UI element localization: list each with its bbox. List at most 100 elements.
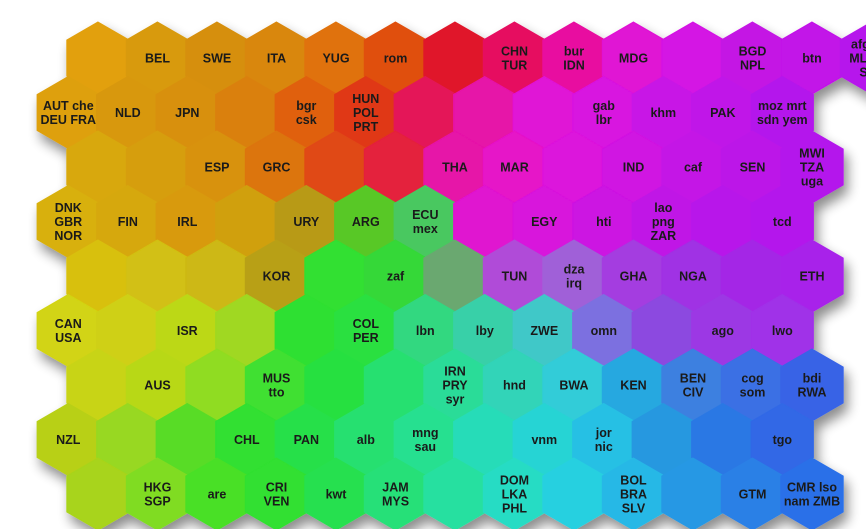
country-label: NGA xyxy=(679,270,707,284)
country-label: ETH xyxy=(800,270,825,284)
country-label: AUT che xyxy=(43,99,94,113)
country-label: ITA xyxy=(267,52,286,66)
country-label: sau xyxy=(415,440,437,454)
country-label: TUR xyxy=(502,59,528,73)
country-label: nic xyxy=(595,440,613,454)
country-label: PRT xyxy=(353,120,378,134)
country-label: MDG xyxy=(619,52,648,66)
country-label: ARG xyxy=(352,215,380,229)
country-label: afg gin xyxy=(851,38,866,52)
country-label: NLD xyxy=(115,106,141,120)
country-label: bdi xyxy=(803,372,822,386)
country-label: BGD xyxy=(739,45,767,59)
country-label: CHL xyxy=(234,433,260,447)
country-label: lao xyxy=(654,201,672,215)
country-label: hnd xyxy=(503,379,526,393)
hex-grid xyxy=(36,21,866,529)
country-label: NPL xyxy=(740,59,765,73)
country-label: TUN xyxy=(502,270,528,284)
country-label: mex xyxy=(413,222,438,236)
country-label: nam ZMB xyxy=(784,495,840,509)
country-label: jor xyxy=(595,426,612,440)
country-label: tgo xyxy=(773,433,793,447)
country-label: ago xyxy=(712,324,735,338)
country-label: btn xyxy=(802,52,821,66)
country-label: hti xyxy=(596,215,611,229)
country-label: som xyxy=(740,386,766,400)
country-label: bur xyxy=(564,45,584,59)
country-label: dza xyxy=(564,263,586,277)
country-label: ISR xyxy=(177,324,198,338)
country-label: CIV xyxy=(683,386,705,400)
country-label: PER xyxy=(353,331,379,345)
country-label: lbr xyxy=(596,113,612,127)
country-label: mng xyxy=(412,426,438,440)
country-label: JPN xyxy=(175,106,199,120)
country-label: GHA xyxy=(620,270,648,284)
hex-cell xyxy=(839,24,866,92)
country-label: ZAR xyxy=(650,229,676,243)
country-label: PAN xyxy=(294,433,319,447)
country-label: moz mrt xyxy=(758,99,807,113)
hex-cell xyxy=(780,457,844,529)
country-label: lwo xyxy=(772,324,793,338)
country-label: NZL xyxy=(56,433,81,447)
country-label: IDN xyxy=(563,59,585,73)
country-label: cog xyxy=(741,372,763,386)
country-label: JAM xyxy=(382,481,408,495)
country-label: VEN xyxy=(264,495,290,509)
country-label: SGP xyxy=(144,495,170,509)
country-label: MAR xyxy=(500,161,528,175)
country-label: IND xyxy=(623,161,645,175)
country-label: DNK xyxy=(55,201,82,215)
country-label: ESP xyxy=(204,161,229,175)
country-label: BRA xyxy=(620,488,647,502)
country-label: ECU xyxy=(412,208,438,222)
country-label: lby xyxy=(476,324,494,338)
country-label: URY xyxy=(293,215,320,229)
country-label: SLV xyxy=(622,502,646,516)
country-label: kwt xyxy=(326,488,348,502)
country-label: lbn xyxy=(416,324,435,338)
country-label: CRI xyxy=(266,481,288,495)
country-label: KOR xyxy=(263,270,291,284)
country-label: BEL xyxy=(145,52,170,66)
country-label: HUN xyxy=(352,92,379,106)
country-label: irq xyxy=(566,277,582,291)
country-label: COL xyxy=(353,317,380,331)
country-label: TZA xyxy=(800,161,824,175)
country-label: BWA xyxy=(559,379,588,393)
country-label: gab xyxy=(593,99,616,113)
country-label: ZWE xyxy=(530,324,558,338)
country-label: IRN xyxy=(444,365,466,379)
country-label: rom xyxy=(384,52,408,66)
country-label: tto xyxy=(269,386,285,400)
country-label: LKA xyxy=(502,488,528,502)
country-label: GRC xyxy=(263,161,291,175)
country-label: MYS xyxy=(382,495,409,509)
country-label: BOL xyxy=(620,474,647,488)
country-label: BEN xyxy=(680,372,706,386)
country-label: PRY xyxy=(442,379,468,393)
country-label: khm xyxy=(650,106,676,120)
country-label: CAN xyxy=(55,317,82,331)
country-label: AUS xyxy=(144,379,170,393)
country-label: MWI xyxy=(799,147,825,161)
country-label: MUS xyxy=(263,372,291,386)
country-label: FIN xyxy=(118,215,138,229)
country-label: EGY xyxy=(531,215,558,229)
country-label: RWA xyxy=(798,386,827,400)
country-label: USA xyxy=(55,331,81,345)
country-label: HKG xyxy=(144,481,172,495)
country-label: alb xyxy=(357,433,375,447)
country-label: png xyxy=(652,215,675,229)
country-label: DEU FRA xyxy=(41,113,97,127)
country-label: YUG xyxy=(322,52,349,66)
country-label: omn xyxy=(591,324,617,338)
country-label: THA xyxy=(442,161,468,175)
country-label: KEN xyxy=(620,379,646,393)
country-label: CHN xyxy=(501,45,528,59)
country-label: SEN xyxy=(740,161,766,175)
country-label: tcd xyxy=(773,215,792,229)
